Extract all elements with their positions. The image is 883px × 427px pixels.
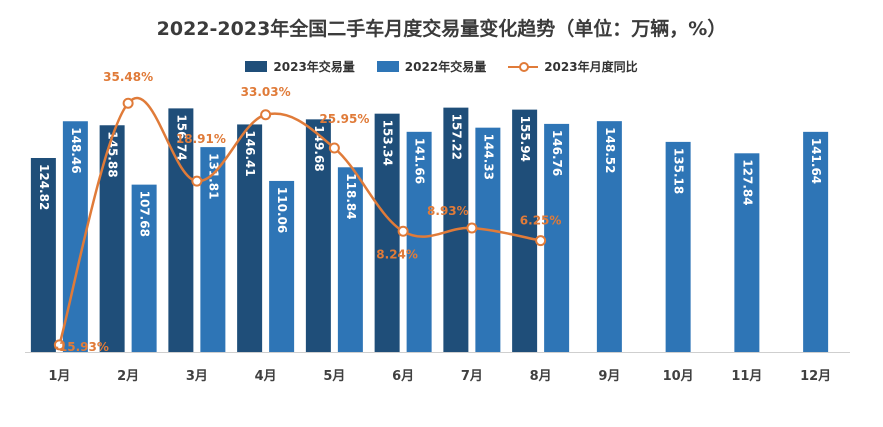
bar-label-2023-3: 156.74 <box>174 114 188 160</box>
bar-2022-4 <box>269 180 295 352</box>
line-label-4: 33.03% <box>241 85 291 99</box>
legend-item-2023-yoy: 2023年月度同比 <box>508 58 638 75</box>
line-label-6: 8.24% <box>376 247 418 261</box>
x-tick-label-8: 8月 <box>530 369 552 384</box>
bar-2023-8 <box>512 109 538 352</box>
bar-label-2022-11: 127.84 <box>740 159 754 205</box>
legend-label-2022-volume: 2022年交易量 <box>404 60 487 74</box>
bar-label-2023-4: 146.41 <box>243 130 257 176</box>
line-point-2 <box>122 97 134 109</box>
bar-2022-12 <box>803 131 829 352</box>
bar-2022-11 <box>734 153 760 352</box>
line-point-4 <box>260 109 272 121</box>
bar-label-2022-9: 148.52 <box>603 127 617 173</box>
x-tick-label-10: 10月 <box>663 369 694 384</box>
line-label-7: 8.93% <box>427 204 469 218</box>
line-point-5 <box>328 142 340 154</box>
line-point-6 <box>397 225 409 237</box>
line-label-8: 6.25% <box>520 214 562 228</box>
line-point-8 <box>535 235 547 247</box>
bar-label-2023-7: 157.22 <box>449 114 463 160</box>
line-label-3: 18.91% <box>176 132 226 146</box>
bar-label-2022-6: 141.66 <box>413 138 427 184</box>
x-tick-label-1: 1月 <box>48 369 70 384</box>
x-tick-label-2: 2月 <box>117 369 139 384</box>
line-label-1: -15.93% <box>54 340 109 354</box>
line-label-2: 35.48% <box>103 70 153 84</box>
line-point-3 <box>191 175 203 187</box>
legend-swatch-2023-yoy <box>508 61 539 72</box>
x-tick-label-12: 12月 <box>800 369 831 384</box>
bar-2022-3 <box>200 147 226 352</box>
bar-2022-8 <box>544 123 570 352</box>
line-label-5: 25.95% <box>319 112 369 126</box>
line-point-1 <box>53 339 65 351</box>
legend-swatch-2023-volume <box>245 61 268 72</box>
bar-label-2022-4: 110.06 <box>275 187 289 233</box>
x-tick-label-4: 4月 <box>255 369 277 384</box>
bar-label-2022-8: 146.76 <box>550 130 564 176</box>
x-tick-label-3: 3月 <box>186 369 208 384</box>
bar-2022-5 <box>337 167 363 352</box>
line-point-7 <box>466 222 478 234</box>
bar-2023-4 <box>237 124 263 352</box>
line-2023-yoy <box>58 96 541 346</box>
bar-2023-6 <box>374 113 400 352</box>
bar-label-2022-10: 135.18 <box>672 148 686 194</box>
legend-item-2022-volume: 2022年交易量 <box>376 58 487 75</box>
x-tick-label-9: 9月 <box>598 369 620 384</box>
bar-2022-9 <box>596 121 622 352</box>
bar-label-2022-7: 144.33 <box>481 134 495 180</box>
bar-2022-10 <box>665 141 691 352</box>
bar-label-2023-8: 155.94 <box>518 116 532 162</box>
x-tick-label-6: 6月 <box>392 369 414 384</box>
bar-2022-6 <box>406 131 432 352</box>
chart-legend: 2023年交易量 2022年交易量 2023年月度同比 <box>0 58 883 75</box>
bar-label-2023-1: 124.82 <box>37 164 51 210</box>
bar-2023-5 <box>305 119 331 352</box>
bar-label-2022-3: 131.81 <box>206 153 220 199</box>
bar-label-2022-1: 148.46 <box>69 127 83 173</box>
x-tick-label-11: 11月 <box>731 369 762 384</box>
legend-label-2023-volume: 2023年交易量 <box>273 60 355 74</box>
legend-item-2023-volume: 2023年交易量 <box>245 58 355 75</box>
legend-swatch-2022-volume <box>376 61 399 72</box>
bar-label-2022-5: 118.84 <box>344 173 358 219</box>
x-tick-label-7: 7月 <box>461 369 483 384</box>
bar-2023-1 <box>30 157 56 352</box>
bar-2022-7 <box>475 127 501 352</box>
bar-label-2022-12: 141.64 <box>809 138 823 184</box>
chart-title: 2022-2023年全国二手车月度交易量变化趋势（单位：万辆，%） <box>156 18 727 40</box>
bar-label-2022-2: 107.68 <box>138 191 152 237</box>
legend-label-2023-yoy: 2023年月度同比 <box>544 60 638 74</box>
x-tick-label-5: 5月 <box>323 369 345 384</box>
bar-2022-2 <box>131 184 157 352</box>
bar-label-2023-6: 153.34 <box>381 120 395 166</box>
